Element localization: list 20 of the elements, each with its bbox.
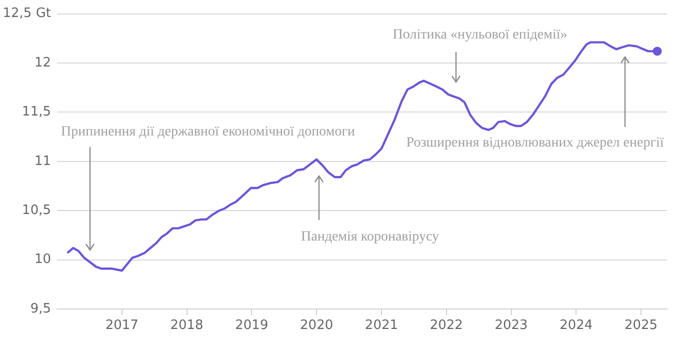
annotation: Пандемія коронавірусу bbox=[301, 230, 439, 245]
x-tick-label: 2020 bbox=[300, 318, 334, 334]
x-tick-label: 2019 bbox=[235, 318, 268, 334]
x-tick-label: 2024 bbox=[560, 318, 593, 334]
y-tick-label: 11,5 bbox=[22, 104, 51, 120]
annotation: Розширення відновлюваних джерел енергії bbox=[406, 136, 664, 151]
y-tick-label: 11 bbox=[34, 154, 51, 169]
x-tick-label: 2021 bbox=[364, 318, 398, 334]
x-tick-label: 2025 bbox=[624, 318, 658, 334]
x-tick-label: 2017 bbox=[105, 318, 138, 334]
x-tick-label: 2022 bbox=[430, 318, 463, 334]
annotation: Політика «нульової епідемії» bbox=[392, 28, 568, 43]
y-tick-label: 10,5 bbox=[22, 202, 51, 218]
x-tick-label: 2023 bbox=[494, 318, 528, 334]
y-tick-label: 12 bbox=[34, 55, 51, 70]
y-tick-label: 9,5 bbox=[30, 301, 51, 316]
y-tick-label: 12,5 Gt bbox=[2, 6, 51, 22]
x-tick-label: 2018 bbox=[170, 318, 204, 334]
y-tick-label: 10 bbox=[34, 252, 51, 268]
annotation: Припинення дії державної економічної допомоги bbox=[61, 124, 356, 140]
